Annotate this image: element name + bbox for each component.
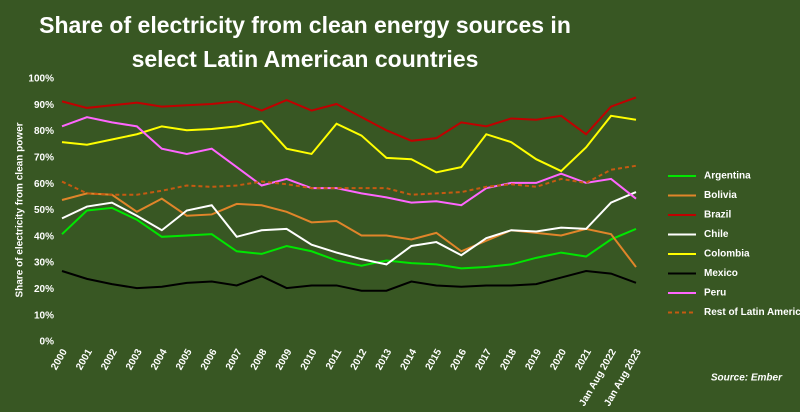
legend-label: Chile bbox=[704, 229, 729, 240]
series-line bbox=[61, 116, 637, 207]
x-tick-label: 2007 bbox=[224, 347, 245, 372]
x-tick-label: 2021 bbox=[573, 347, 594, 372]
series-line bbox=[61, 206, 637, 270]
x-tick-label: 2012 bbox=[349, 347, 370, 372]
x-tick-label: 2004 bbox=[149, 347, 170, 372]
x-tick-label: 2013 bbox=[374, 347, 395, 372]
series-line bbox=[61, 192, 637, 268]
y-tick-label: 20% bbox=[34, 284, 54, 295]
y-tick-label: 10% bbox=[34, 310, 54, 321]
y-tick-label: 40% bbox=[34, 231, 54, 242]
chart-title: Share of electricity from clean energy s… bbox=[39, 12, 571, 72]
x-tick-label: 2005 bbox=[174, 347, 195, 372]
y-axis-label: Share of electricity from clean power bbox=[15, 122, 26, 297]
x-tick-label: 2020 bbox=[548, 347, 569, 372]
legend-label: Colombia bbox=[704, 249, 750, 260]
y-tick-label: 80% bbox=[34, 126, 54, 137]
x-tick-label: 2009 bbox=[274, 347, 295, 372]
series-line bbox=[61, 96, 637, 142]
series-line bbox=[61, 191, 637, 266]
source: Source: Ember bbox=[711, 373, 783, 384]
x-tick-label: 2002 bbox=[99, 347, 120, 372]
legend-label: Brazil bbox=[704, 210, 731, 221]
x-tick-label: 2015 bbox=[424, 347, 445, 372]
x-tick-label: 2019 bbox=[523, 347, 544, 372]
series-line bbox=[61, 164, 637, 196]
y-tick-label: 50% bbox=[34, 205, 54, 216]
legend-label: Mexico bbox=[704, 268, 738, 279]
legend-label: Peru bbox=[704, 288, 726, 299]
x-tick-label: 2008 bbox=[249, 347, 270, 372]
y-tick-label: 30% bbox=[34, 258, 54, 269]
legend-label: Argentina bbox=[704, 171, 751, 182]
legend-label: Rest of Latin America bbox=[704, 307, 800, 318]
x-tick-label: 2011 bbox=[324, 347, 345, 372]
x-tick-label: 2001 bbox=[74, 347, 95, 372]
legend-label: Bolivia bbox=[704, 190, 737, 201]
y-tick-label: 70% bbox=[34, 153, 54, 164]
x-tick-label: 2010 bbox=[299, 347, 320, 372]
x-tick-label: 2000 bbox=[49, 347, 70, 372]
series-line bbox=[61, 269, 637, 292]
y-tick-label: 90% bbox=[34, 100, 54, 111]
y-tick-label: 0% bbox=[40, 337, 55, 348]
x-tick-label: 2003 bbox=[124, 347, 145, 372]
x-tick-label: 2006 bbox=[199, 347, 220, 372]
series-line bbox=[61, 114, 637, 174]
y-tick-label: 60% bbox=[34, 179, 54, 190]
x-tick-label: 2016 bbox=[449, 347, 470, 372]
x-tick-label: 2014 bbox=[399, 347, 420, 372]
x-tick-label: 2017 bbox=[473, 347, 494, 372]
y-tick-label: 100% bbox=[28, 74, 54, 85]
x-tick-label: 2018 bbox=[498, 347, 519, 372]
